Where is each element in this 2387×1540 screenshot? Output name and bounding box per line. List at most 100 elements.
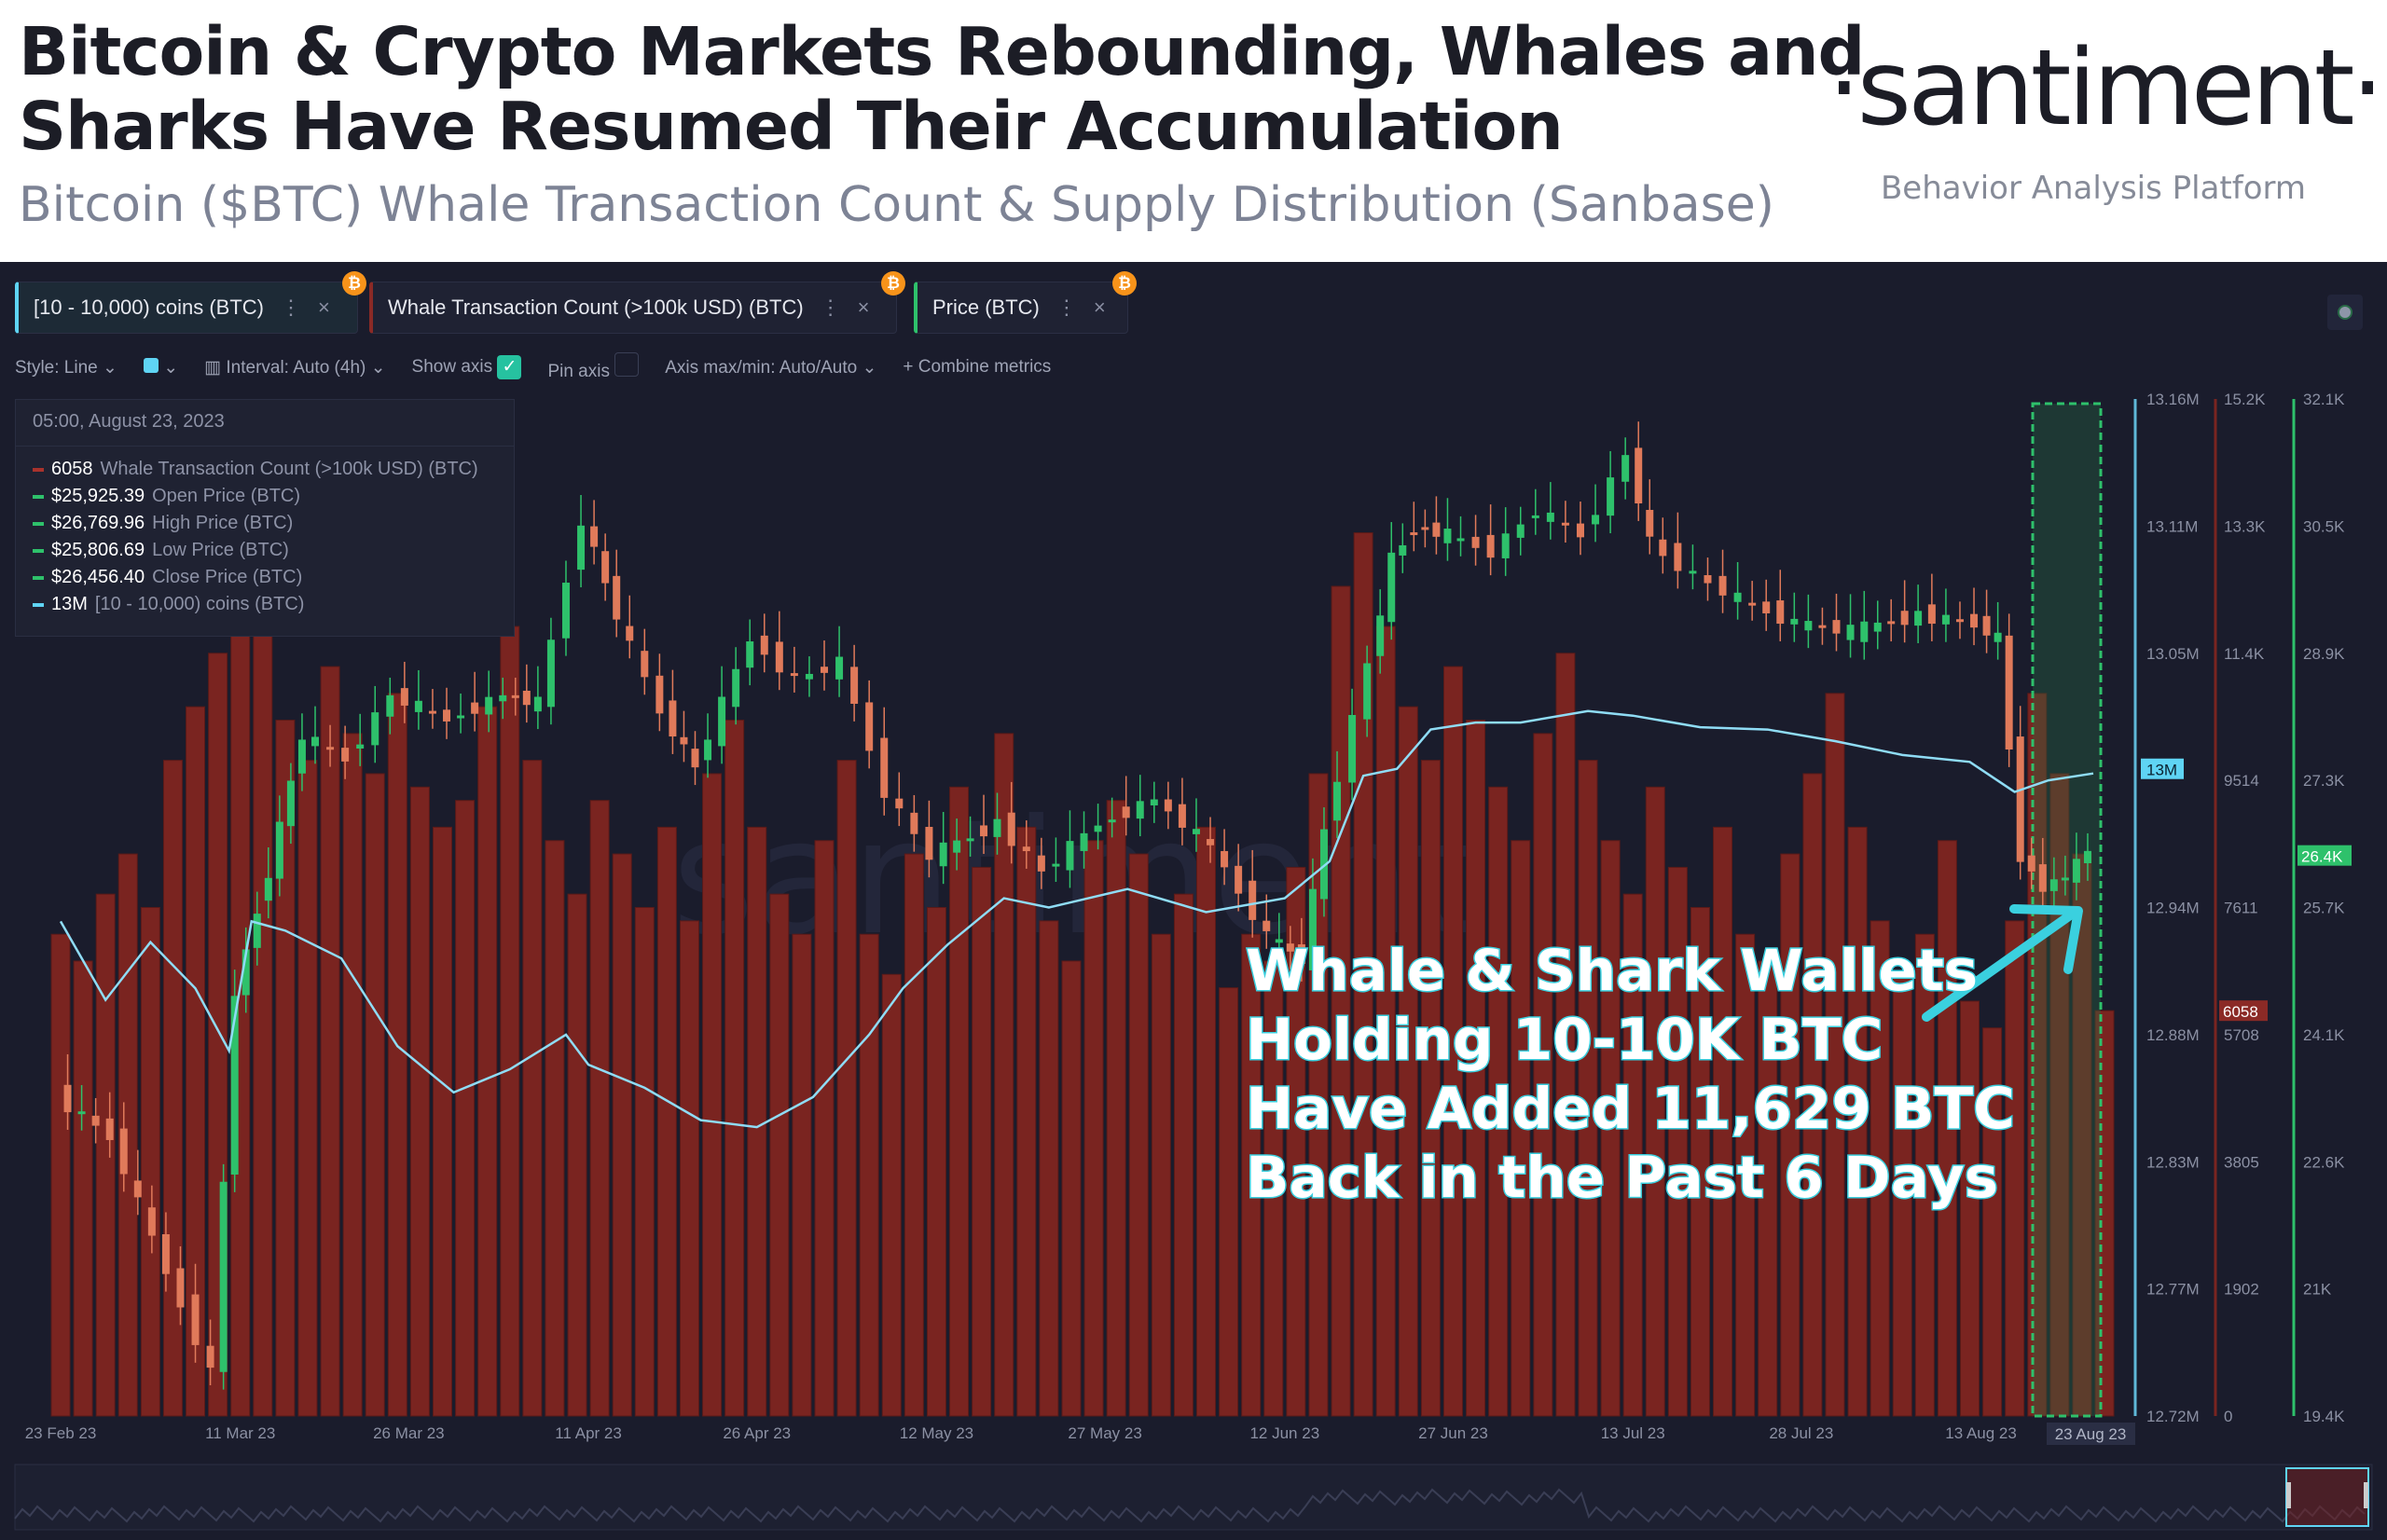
- price-candle: [1037, 855, 1045, 872]
- price-candle: [1607, 477, 1615, 516]
- tab-whale-transaction-count[interactable]: Whale Transaction Count (>100k USD) (BTC…: [369, 271, 905, 334]
- price-candle: [835, 656, 844, 680]
- price-candle: [655, 675, 664, 714]
- whale-count-bar: [679, 920, 699, 1417]
- color-picker[interactable]: ⌄: [143, 357, 178, 378]
- series-swatch: [33, 602, 44, 607]
- price-candle: [1832, 620, 1841, 634]
- price-candle: [147, 1207, 156, 1236]
- price-candle: [1275, 939, 1283, 943]
- price-candle: [1164, 799, 1172, 812]
- annotation-line: Holding 10-10K BTC: [1245, 1006, 1884, 1075]
- tab-supply-metric[interactable]: [10 - 10,000) coins (BTC) ⋮ × ₿: [15, 271, 366, 334]
- whale-count-bar: [500, 626, 520, 1417]
- price-candle: [1900, 611, 1909, 626]
- page-title: Bitcoin & Crypto Markets Rebounding, Wha…: [19, 15, 1865, 165]
- whale-count-bar: [1533, 733, 1553, 1417]
- price-candle: [1207, 839, 1215, 846]
- price-candle: [775, 641, 783, 673]
- price-candle: [746, 641, 754, 668]
- more-icon[interactable]: ⋮: [280, 296, 301, 319]
- whale-count-bar: [904, 853, 924, 1417]
- price-candle: [993, 818, 1001, 837]
- interval-dropdown[interactable]: ▥ Interval: Auto (4h) ⌄: [204, 357, 386, 378]
- price-candle: [1150, 799, 1158, 805]
- price-candle: [63, 1084, 72, 1113]
- price-candle: [704, 739, 712, 761]
- price-candle: [691, 749, 699, 768]
- x-tick-label: 11 Apr 23: [555, 1424, 622, 1442]
- price-tick-label: 27.3K: [2303, 772, 2345, 790]
- price-candle: [1122, 806, 1130, 818]
- price-candle: [161, 1233, 170, 1274]
- x-tick-label: 12 May 23: [900, 1424, 973, 1442]
- style-dropdown[interactable]: Style: Line ⌄: [15, 357, 117, 378]
- price-candle: [939, 842, 947, 867]
- price-candle: [601, 551, 610, 584]
- price-candle: [2038, 864, 2047, 892]
- tooltip-value: $26,769.96: [51, 513, 145, 533]
- x-tick-label: 23 Feb 23: [25, 1424, 97, 1442]
- price-candle: [669, 700, 677, 737]
- pin-axis-toggle[interactable]: Pin axis: [547, 352, 640, 382]
- header: Bitcoin & Crypto Markets Rebounding, Wha…: [0, 0, 2387, 262]
- whale-count-bar: [1914, 933, 1935, 1417]
- navigator-left-handle[interactable]: [2286, 1482, 2291, 1508]
- close-icon[interactable]: ×: [1093, 296, 1106, 319]
- price-candle: [1443, 529, 1452, 543]
- price-candle: [850, 667, 859, 704]
- price-candle: [1804, 621, 1813, 631]
- whale-count-bar: [320, 666, 340, 1417]
- show-axis-toggle[interactable]: Show axis ✓: [412, 355, 522, 379]
- price-current-value: 26.4K: [2301, 848, 2343, 866]
- tooltip-series-name: Low Price (BTC): [152, 540, 289, 560]
- price-candle: [133, 1180, 142, 1198]
- combine-metrics-button[interactable]: + Combine metrics: [903, 357, 1051, 378]
- supply-tick-label: 12.77M: [2146, 1281, 2200, 1299]
- price-candle: [1635, 447, 1643, 504]
- close-icon[interactable]: ×: [317, 296, 330, 319]
- navigator-selection[interactable]: [2285, 1467, 2369, 1527]
- tooltip-row: $26,456.40 Close Price (BTC): [16, 564, 514, 591]
- more-icon[interactable]: ⋮: [820, 296, 841, 319]
- price-candle: [241, 949, 250, 996]
- navigator-right-handle[interactable]: [2364, 1482, 2368, 1508]
- whale-tick-label: 0: [2224, 1408, 2232, 1425]
- price-candle: [1790, 618, 1799, 625]
- price-candle: [1432, 522, 1441, 537]
- whale-count-bar: [1106, 800, 1126, 1417]
- whale-count-bar: [1375, 626, 1396, 1417]
- price-candle: [414, 700, 422, 712]
- price-candle: [732, 668, 740, 708]
- price-candle: [790, 673, 798, 677]
- whale-count-bar: [1263, 960, 1284, 1417]
- checkbox-unchecked-icon[interactable]: [614, 352, 640, 377]
- price-candle: [2083, 850, 2091, 863]
- tooltip-series-name: High Price (BTC): [152, 513, 294, 533]
- whale-count-bar: [1825, 693, 1845, 1417]
- price-candle: [1387, 552, 1396, 623]
- checkbox-checked-icon[interactable]: ✓: [497, 355, 522, 379]
- whale-count-bar: [1892, 973, 1912, 1417]
- tooltip-series-name: [10 - 10,000) coins (BTC): [94, 594, 305, 614]
- more-icon[interactable]: ⋮: [1056, 296, 1077, 319]
- whale-count-bar: [2072, 853, 2092, 1417]
- settings-toggle[interactable]: [2327, 295, 2363, 330]
- axis-maxmin-dropdown[interactable]: Axis max/min: Auto/Auto ⌄: [665, 357, 877, 378]
- price-candle: [386, 694, 394, 717]
- close-icon[interactable]: ×: [857, 296, 870, 319]
- santiment-logo: ·santiment·: [1828, 28, 2384, 149]
- whale-count-bar: [589, 800, 610, 1417]
- price-candle: [1970, 613, 1979, 628]
- price-candle: [105, 1118, 114, 1140]
- navigator-sparkline[interactable]: [14, 1488, 2366, 1523]
- tab-price[interactable]: Price (BTC) ⋮ × ₿: [914, 271, 1137, 334]
- series-swatch: [33, 575, 44, 580]
- title-line-2: Sharks Have Resumed Their Accumulation: [19, 88, 1564, 165]
- price-candle: [760, 635, 768, 655]
- whale-tick-label: 13.3K: [2224, 517, 2266, 535]
- price-candle: [1333, 781, 1342, 821]
- supply-current-value: 13M: [2146, 762, 2177, 779]
- price-candle: [1718, 575, 1727, 596]
